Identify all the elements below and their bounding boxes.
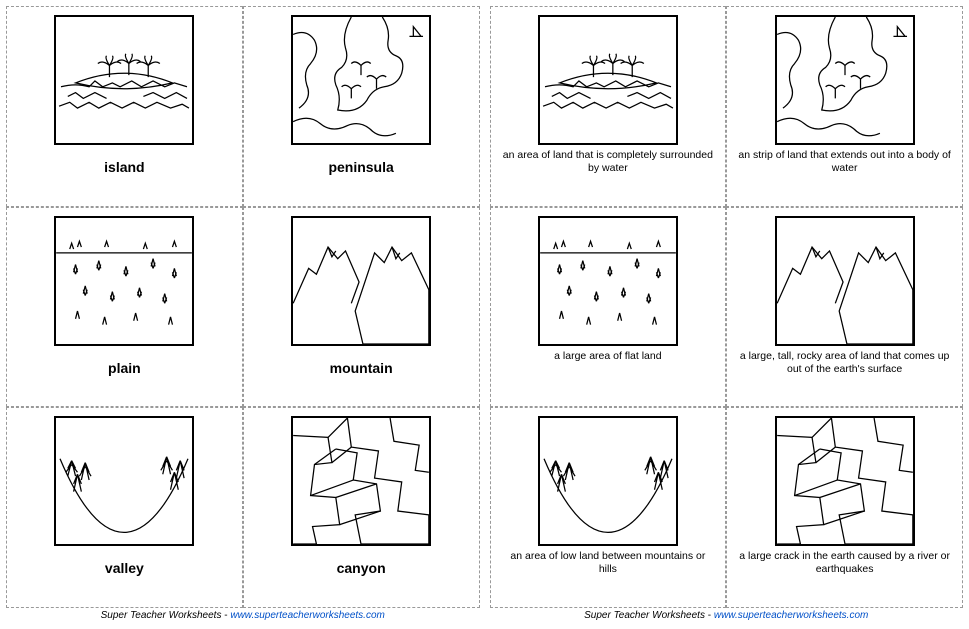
mountain-illustration — [291, 216, 431, 346]
worksheet-footer: Super Teacher Worksheets - www.superteac… — [6, 608, 480, 623]
card-mountain: mountain — [243, 207, 480, 408]
card-valley: an area of low land between mountains or… — [490, 407, 727, 608]
card-valley: valley — [6, 407, 243, 608]
card-definition: a large area of flat land — [550, 350, 665, 380]
worksheet-footer: Super Teacher Worksheets - www.superteac… — [490, 608, 964, 623]
valley-illustration — [538, 416, 678, 546]
card-label: plain — [108, 352, 141, 384]
worksheet-definitions: an area of land that is completely surro… — [490, 6, 964, 623]
card-definition: a large crack in the earth caused by a r… — [733, 550, 956, 580]
card-canyon: a large crack in the earth caused by a r… — [726, 407, 963, 608]
plain-illustration — [54, 216, 194, 346]
footer-brand: Super Teacher Worksheets — [584, 610, 705, 621]
card-definition: a large, tall, rocky area of land that c… — [733, 350, 956, 380]
canyon-illustration — [775, 416, 915, 546]
card-plain: a large area of flat land — [490, 207, 727, 408]
island-illustration — [538, 15, 678, 145]
card-label: island — [104, 151, 144, 183]
card-grid: island peninsula plain mountain valley c… — [6, 6, 480, 608]
card-definition: an area of low land between mountains or… — [497, 550, 720, 580]
card-label: peninsula — [328, 151, 393, 183]
card-label: valley — [105, 552, 144, 584]
card-island: island — [6, 6, 243, 207]
peninsula-illustration — [775, 15, 915, 145]
footer-url: www.superteacherworksheets.com — [230, 610, 385, 621]
card-peninsula: peninsula — [243, 6, 480, 207]
island-illustration — [54, 15, 194, 145]
card-grid: an area of land that is completely surro… — [490, 6, 964, 608]
card-canyon: canyon — [243, 407, 480, 608]
footer-brand: Super Teacher Worksheets — [101, 610, 222, 621]
card-mountain: a large, tall, rocky area of land that c… — [726, 207, 963, 408]
mountain-illustration — [775, 216, 915, 346]
card-peninsula: an strip of land that extends out into a… — [726, 6, 963, 207]
footer-sep: - — [705, 610, 714, 621]
card-island: an area of land that is completely surro… — [490, 6, 727, 207]
valley-illustration — [54, 416, 194, 546]
card-definition: an area of land that is completely surro… — [497, 149, 720, 179]
card-label: mountain — [330, 352, 393, 384]
plain-illustration — [538, 216, 678, 346]
canyon-illustration — [291, 416, 431, 546]
footer-sep: - — [221, 610, 230, 621]
card-plain: plain — [6, 207, 243, 408]
footer-url: www.superteacherworksheets.com — [714, 610, 869, 621]
card-label: canyon — [337, 552, 386, 584]
card-definition: an strip of land that extends out into a… — [733, 149, 956, 179]
worksheet-labels: island peninsula plain mountain valley c… — [6, 6, 480, 623]
peninsula-illustration — [291, 15, 431, 145]
